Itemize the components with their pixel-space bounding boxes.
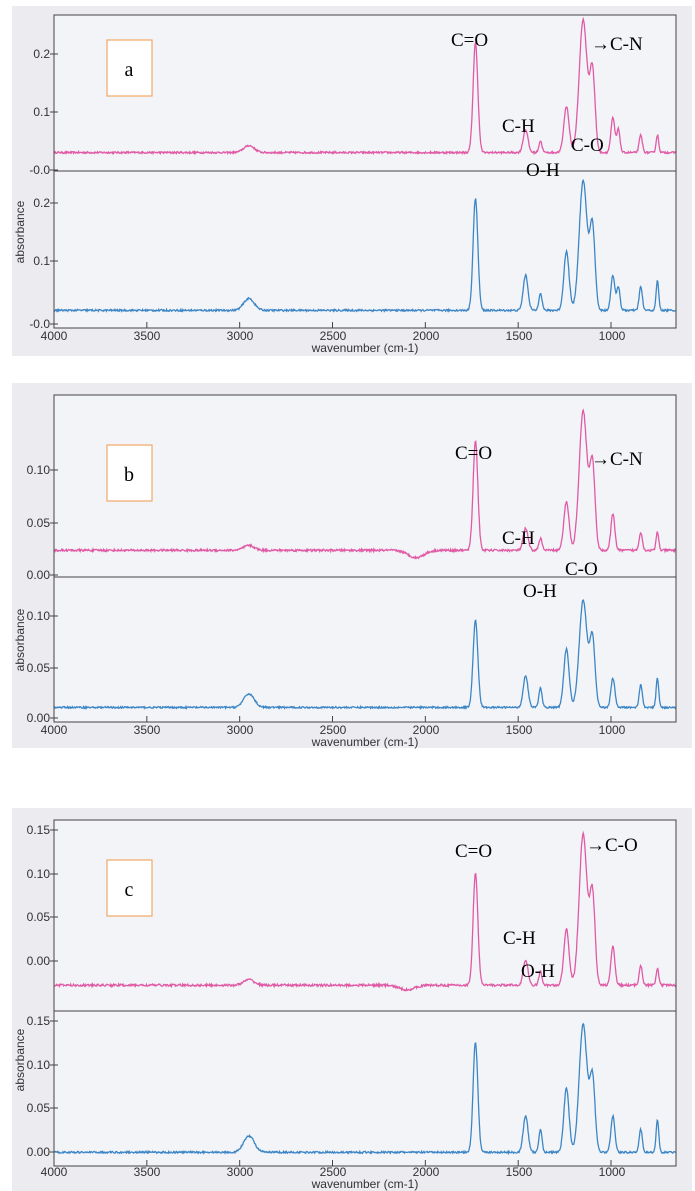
panel-c-annotation-o-h: O-H	[521, 961, 555, 982]
panel-c: 0.15 0.10 0.05 0.00 0.15 0.10 0.05 0.00 …	[12, 808, 692, 1191]
panel-c-xtick-label: 3000	[227, 1165, 254, 1179]
panel-b-bottom-ytick-label: 0.05	[27, 661, 51, 675]
panel-c-top-ytick-label: 0.05	[27, 910, 51, 924]
panel-c-spectrum-bottom-line	[53, 1022, 676, 1156]
panel-b-frame	[53, 394, 677, 723]
panel-c-xtick-label: 4000	[41, 1165, 68, 1179]
panel-b-xtick-label: 2500	[320, 723, 347, 737]
panel-b-xtick-label: 4000	[41, 723, 68, 737]
panel-b-bottom-ytick-label: 0.10	[27, 609, 51, 623]
panel-c-top-y-ticks: 0.15 0.10 0.05 0.00	[27, 823, 51, 968]
panel-a-x-axis-label: wavenumber (cm-1)	[311, 341, 419, 355]
panel-a-letter: a	[125, 59, 134, 81]
panel-c-frame	[53, 819, 677, 1167]
panel-a-bottom-ytick-label: 0.1	[33, 254, 50, 268]
panel-b-xtick-label: 3000	[227, 723, 254, 737]
panel-a-letter-box	[106, 39, 153, 97]
panel-c-bottom-y-ticks: 0.15 0.10 0.05 0.00	[27, 1014, 51, 1159]
panel-a-series	[50, 16, 677, 328]
panel-b-bottom-ytick-label: 0.00	[27, 711, 51, 725]
panel-a-annotation-c-o-double: C=O	[451, 30, 488, 51]
panel-b-letter: b	[124, 464, 134, 486]
panel-b: 0.10 0.05 0.00 0.10 0.05 0.00 4000 3500 …	[12, 383, 692, 749]
panel-a-xtick-label: 2500	[320, 329, 347, 343]
panel-a-annotation-c-h: C-H	[502, 116, 535, 137]
panel-a-top-ytick-label: 0.2	[33, 47, 50, 61]
panel-b-top-y-ticks: 0.10 0.05 0.00	[27, 463, 51, 582]
panel-c-spectrum-top-line	[53, 830, 677, 992]
panel-b-annotation-c-h: C-H	[502, 528, 535, 549]
panel-a-bottom-ytick-label: 0.2	[33, 196, 50, 210]
panel-a-spectrum-top-line	[53, 16, 677, 156]
panel-a-xtick-label: 1500	[506, 329, 533, 343]
panel-b-x-axis-label: wavenumber (cm-1)	[311, 735, 419, 749]
panel-c-plot-area	[54, 820, 676, 1166]
panel-c-bottom-ytick-label: 0.10	[27, 1058, 51, 1072]
panel-b-xtick-label: 3500	[134, 723, 161, 737]
panel-b-y-axis-label: absorbance	[13, 608, 27, 671]
panel-a-frame	[53, 14, 677, 329]
panel-a-xtick-label: 4000	[41, 329, 68, 343]
panel-b-top-ytick-label: 0.10	[27, 463, 51, 477]
panel-a-spectrum-bottom-line	[53, 178, 676, 313]
panel-a-bottom-ytick-label: -0.0	[29, 317, 50, 331]
panel-a: 0.2 0.1 -0.0 0.2 0.1 -0.0 4000 3500 3000…	[12, 6, 692, 356]
panel-b-xtick-label: 1000	[599, 723, 626, 737]
panel-c-annotation-c-o: →C-O	[586, 835, 638, 856]
panel-c-top-ytick-label: 0.10	[27, 867, 51, 881]
panel-a-xtick-label: 2000	[413, 329, 440, 343]
panel-a-y-axis-label: absorbance	[13, 200, 27, 263]
panel-b-spectrum-bottom-line	[53, 598, 677, 711]
panel-b-xtick-label: 2000	[413, 723, 440, 737]
panel-b-top-ytick-label: 0.05	[27, 516, 51, 530]
panel-a-annotation-o-h: O-H	[526, 160, 560, 181]
panel-b-bottom-y-ticks: 0.10 0.05 0.00	[27, 609, 51, 725]
panel-c-top-ytick-label: 0.00	[27, 954, 51, 968]
panel-c-x-ticks: 4000 3500 3000 2500 2000 1500 1000	[41, 1165, 626, 1179]
panel-c-x-axis-label: wavenumber (cm-1)	[311, 1177, 419, 1191]
panel-c-xtick-label: 1000	[599, 1165, 626, 1179]
panel-b-x-ticks: 4000 3500 3000 2500 2000 1500 1000	[41, 723, 626, 737]
panel-c-xtick-label: 1500	[506, 1165, 533, 1179]
panel-a-top-ytick-label: 0.1	[33, 105, 50, 119]
panel-c-xtick-label: 2500	[320, 1165, 347, 1179]
panel-c-letter-box	[106, 859, 153, 917]
panel-a-annotation-c-n: →C-N	[591, 34, 643, 55]
panel-a-xtick-label: 3500	[134, 329, 161, 343]
panel-c-xtick-label: 3500	[134, 1165, 161, 1179]
panel-b-top-ytick-label: 0.00	[27, 568, 51, 582]
panel-b-xtick-label: 1500	[506, 723, 533, 737]
panel-b-annotation-c-o: C-O	[565, 559, 598, 580]
panel-b-annotation-c-n: →C-N	[591, 449, 643, 470]
panel-a-x-ticks: 4000 3500 3000 2500 2000 1500 1000	[41, 329, 626, 343]
panel-c-annotation-c-o-double: C=O	[455, 841, 492, 862]
panel-c-bottom-ytick-label: 0.15	[27, 1014, 51, 1028]
panel-c-bottom-ytick-label: 0.00	[27, 1145, 51, 1159]
panel-b-spectrum-top-line	[53, 408, 677, 560]
panel-a-bottom-y-ticks: 0.2 0.1 -0.0	[29, 196, 50, 331]
panel-c-letter: c	[125, 879, 134, 901]
panel-a-xtick-label: 1000	[599, 329, 626, 343]
panel-b-letter-box	[106, 444, 153, 502]
panel-a-annotation-c-o: C-O	[571, 135, 604, 156]
panel-b-annotation-o-h: O-H	[523, 581, 557, 602]
panel-a-xtick-label: 3000	[227, 329, 254, 343]
panel-c-y-axis-label: absorbance	[13, 1028, 27, 1091]
panel-b-plot-area	[54, 395, 676, 722]
panel-c-annotation-c-h: C-H	[503, 928, 536, 949]
panel-a-top-y-ticks: 0.2 0.1 -0.0	[29, 47, 50, 177]
panel-a-top-ytick-label: -0.0	[29, 163, 50, 177]
panel-c-top-ytick-label: 0.15	[27, 823, 51, 837]
panel-c-xtick-label: 2000	[413, 1165, 440, 1179]
panel-b-annotation-c-o-double: C=O	[455, 443, 492, 464]
panel-c-bottom-ytick-label: 0.05	[27, 1101, 51, 1115]
